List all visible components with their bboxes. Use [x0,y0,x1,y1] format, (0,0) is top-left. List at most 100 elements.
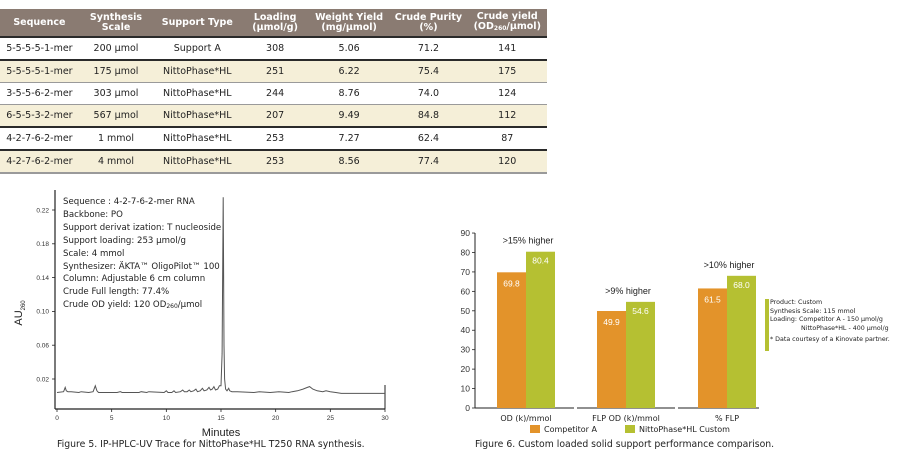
cell-scale: 1 mmol [78,127,154,151]
info-text: /µmol [177,300,203,311]
x-tick-label: 0 [55,415,59,422]
cell-sequence: 3-5-5-6-2-mer [0,82,79,105]
legend-swatch-competitor [530,425,540,433]
cell-support-type: NittoPhase*HL [153,82,242,105]
y-tick-label: 50 [461,306,471,316]
col-header-weight-yield: Weight Yield (mg/µmol) [308,9,390,38]
col-header-loading: Loading (µmol/g) [241,9,309,38]
bar-value-label: 80.4 [532,256,549,266]
bar-value-label: 61.5 [704,294,721,304]
category-label: FLP OD (k)/mmol [592,414,660,422]
y-tick-label: 70 [461,267,471,277]
improvement-annotation: >9% higher [605,286,651,296]
bar-chart: 0 10 20 30 40 50 60 70 80 90 69.8 80.4 OD (k)/mmol >… [461,228,759,422]
cell-crude-purity: 74.0 [389,82,468,105]
header-subscript: 260 [493,24,507,32]
note-scale: Synthesis Scale: 115 mmol [770,307,856,315]
bar-value-label: 69.8 [503,278,520,288]
legend-swatch-nittophase [624,425,635,433]
cell-loading: 253 [241,150,309,174]
y-tick-label: 0.22 [36,207,49,214]
cell-support-type: NittoPhase*HL [153,150,242,174]
cell-support-type: NittoPhase*HL [153,104,242,128]
yield-table: Sequence Synthesis Scale Support Type Loa… [0,9,547,174]
improvement-annotation: >15% higher [503,236,554,246]
col-header-crude-yield: Crude yield (OD260/µmol) [467,9,547,38]
category-label: OD (k)/mmol [500,414,551,422]
note-loading-nittophase: NittoPhase*HL - 400 µmol/g [801,324,889,332]
table-header-row: Sequence Synthesis Scale Support Type Loa… [0,9,547,38]
header-text: Sequence [13,16,66,28]
bar-competitor-a-0 [497,272,526,408]
x-tick-label: 20 [272,415,280,422]
table-row: 5-5-5-5-1-mer 175 µmol NittoPhase*HL 251 6.2… [0,60,547,83]
cell-weight-yield: 8.76 [308,82,390,105]
header-text: Crude Purity [394,11,463,23]
cell-scale: 175 µmol [78,60,154,83]
x-tick-label: 15 [217,415,225,422]
header-text: Scale [101,21,131,33]
info-line: Column: Adjustable 6 cm column [63,274,206,285]
category-label: % FLP [715,414,739,422]
y-tick-label: 40 [461,325,471,335]
info-subscript: 260 [166,303,178,311]
cell-sequence: 5-5-5-5-1-mer [0,37,79,61]
info-line: Crude Full length: 77.4% [63,287,170,298]
bar-nittophase-0 [526,251,555,408]
hplc-info-box: Sequence : 4-2-7-6-2-mer RNA Backbone: PO… [63,196,221,314]
note-courtesy: * Data courtesy of a Kinovate partner. [770,336,890,344]
header-text: (OD [473,20,494,32]
cell-crude-yield: 87 [467,127,547,151]
x-tick-label: 5 [110,415,114,422]
cell-crude-yield: 120 [467,150,547,174]
y-tick-label: 0 [465,403,470,413]
y-tick-label: 0.18 [36,241,49,248]
y-tick-label: 20 [461,364,471,374]
bar-nittophase-1 [626,301,655,408]
y-tick-label: 10 [461,384,471,394]
header-text: Loading [253,11,297,23]
info-line: Support derivat ization: T nucleoside [63,222,222,233]
col-header-support-type: Support Type [153,9,242,38]
y-axis-label-text: AU [13,310,25,325]
header-text: Weight Yield [315,11,384,23]
figure5-caption: Figure 5. IP-HPLC-UV Trace for NittoPhas… [57,439,365,450]
col-header-sequence: Sequence [0,9,79,38]
y-tick-label: 60 [461,286,471,296]
legend-label-nittophase: NittoPhase*HL Custom [638,424,730,434]
info-line: Sequence : 4-2-7-6-2-mer RNA [63,197,195,207]
bar-value-label: 49.9 [603,317,620,327]
improvement-annotation: >10% higher [704,260,755,270]
bar-value-label: 54.6 [632,306,649,316]
hplc-chart: 0.02 0.06 0.10 0.14 0.18 0.22 0 5 10 15 20 25 30 Min… [13,190,389,439]
cell-crude-yield: 175 [467,60,547,83]
y-axis-label: AU260 [13,300,27,326]
header-text: (mg/µmol) [321,21,377,33]
cell-crude-purity: 77.4 [389,150,468,174]
cell-scale: 303 µmol [78,82,154,105]
cell-support-type: NittoPhase*HL [153,60,242,83]
x-tick-label: 30 [381,415,389,422]
cell-scale: 4 mmol [78,150,154,174]
cell-weight-yield: 9.49 [308,104,390,128]
hplc-trace-line [56,197,385,394]
cell-weight-yield: 5.06 [308,37,390,61]
cell-sequence: 6-5-5-3-2-mer [0,104,79,128]
chart-notes: Product: Custom Synthesis Scale: 115 mmo… [770,299,890,345]
cell-loading: 251 [241,60,309,83]
header-text: /µmol) [506,20,541,32]
bar-marks: 69.8 80.4 OD (k)/mmol >15% higher 49.9 54.6 FL… [497,236,756,422]
y-tick-label: 0.14 [36,275,49,282]
cell-loading: 308 [241,37,309,61]
y-tick-label: 0.10 [36,309,49,316]
cell-sequence: 4-2-7-6-2-mer [0,127,79,151]
info-line: Crude OD yield: 120 OD260/µmol [63,299,221,314]
cell-support-type: NittoPhase*HL [153,127,242,151]
hplc-axes: 0.02 0.06 0.10 0.14 0.18 0.22 0 5 10 15 20 25 30 [36,190,389,422]
cell-crude-yield: 141 [467,37,547,61]
y-tick-label: 30 [461,345,471,355]
notes-accent-bar [765,299,769,351]
cell-loading: 207 [241,104,309,128]
figure6-caption: Figure 6. Custom loaded solid support pe… [475,439,775,450]
cell-loading: 253 [241,127,309,151]
